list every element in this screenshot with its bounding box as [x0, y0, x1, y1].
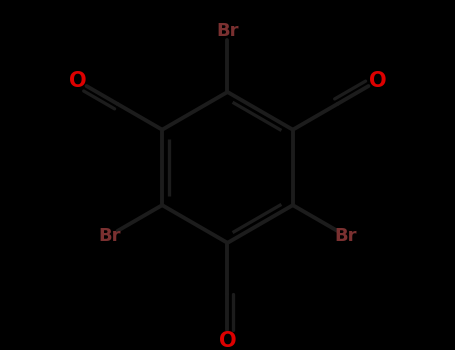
Text: Br: Br: [216, 22, 239, 40]
Text: Br: Br: [98, 227, 121, 245]
Text: O: O: [219, 330, 236, 350]
Text: Br: Br: [334, 227, 357, 245]
Text: O: O: [69, 71, 86, 91]
Text: O: O: [369, 71, 386, 91]
